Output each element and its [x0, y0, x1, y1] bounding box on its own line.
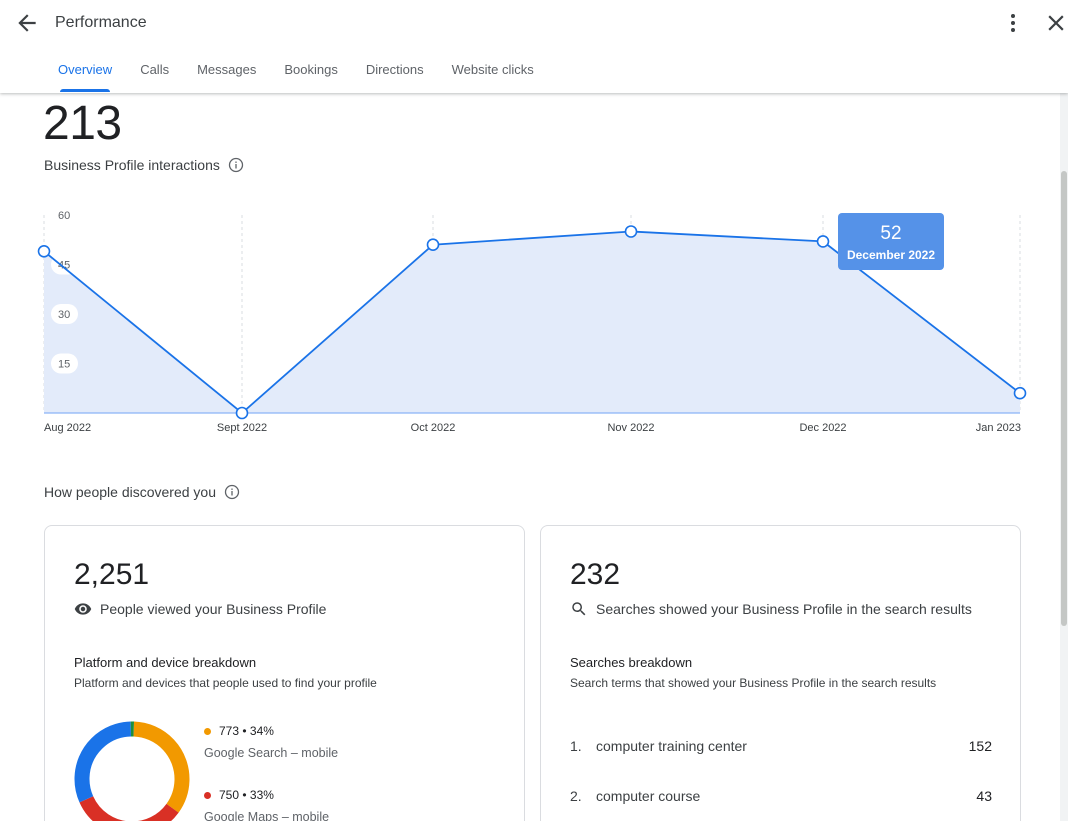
- data-point: [426, 238, 440, 251]
- x-tick-label: Sept 2022: [217, 422, 267, 434]
- x-tick-label: Nov 2022: [607, 422, 654, 434]
- legend-item-maps-mobile: 750 • 33% Google Maps – mobile: [204, 788, 329, 821]
- interactions-label-text: Business Profile interactions: [44, 157, 220, 173]
- searches-description-text: Searches showed your Business Profile in…: [596, 601, 972, 617]
- interactions-total: 213: [43, 97, 122, 150]
- x-tick-label: Dec 2022: [799, 422, 846, 434]
- profile-views-card: 2,251 People viewed your Business Profil…: [44, 525, 525, 821]
- platform-donut-chart: [74, 721, 190, 821]
- arrow-back-icon: [18, 14, 36, 32]
- donut-segment: [74, 721, 190, 821]
- data-point: [624, 225, 638, 238]
- data-point: [816, 235, 830, 248]
- search-term: computer training center: [596, 738, 747, 754]
- interactions-label: Business Profile interactions: [44, 157, 244, 173]
- interactions-chart: 60 45 30 15 Aug 2022 Sept 2022 Oct 2022 Nov 202…: [37, 210, 1027, 434]
- tab-overview[interactable]: Overview: [44, 52, 126, 93]
- chart-tooltip-value: 52: [880, 223, 901, 244]
- data-point: [1013, 386, 1027, 400]
- y-tick-pill: [51, 254, 78, 275]
- search-term-index: 2.: [570, 788, 582, 804]
- search-term-index: 1.: [570, 738, 582, 754]
- platform-breakdown-subtitle: Platform and devices that people used to…: [74, 676, 377, 690]
- donut-segment: [74, 721, 190, 821]
- y-tick-label: 30: [58, 309, 70, 321]
- searches-breakdown-title: Searches breakdown: [570, 655, 693, 670]
- search-term-row: 2. computer course 43: [570, 788, 992, 804]
- more-vert-icon: [1011, 14, 1015, 32]
- info-icon[interactable]: [228, 157, 244, 173]
- y-tick-pill: [51, 304, 78, 324]
- profile-views-value: 2,251: [74, 558, 150, 591]
- search-term-count: 152: [968, 738, 992, 754]
- searches-description: Searches showed your Business Profile in…: [570, 600, 972, 618]
- discovery-title-text: How people discovered you: [44, 484, 216, 500]
- y-tick-label: 45: [58, 260, 70, 272]
- tab-messages[interactable]: Messages: [197, 62, 257, 77]
- legend-stat: 773 • 34%: [219, 724, 274, 738]
- x-tick-label: Oct 2022: [411, 422, 456, 434]
- back-button[interactable]: [14, 10, 40, 36]
- search-icon: [572, 602, 586, 616]
- chart-tooltip: [838, 213, 944, 270]
- tab-bookings[interactable]: Bookings: [284, 62, 338, 77]
- scrollbar-thumb[interactable]: [1061, 171, 1067, 626]
- legend-label: Google Search – mobile: [204, 746, 339, 760]
- search-term-count: 43: [976, 788, 992, 804]
- y-tick-label: 60: [58, 210, 70, 222]
- platform-breakdown-title: Platform and device breakdown: [74, 655, 257, 670]
- legend-dot: [204, 727, 211, 735]
- page-title: Performance: [55, 14, 147, 31]
- tab-calls[interactable]: Calls: [140, 62, 170, 77]
- legend-dot: [204, 791, 211, 799]
- x-tick-label: Aug 2022: [44, 422, 91, 434]
- searches-card: 232 Searches showed your Business Profil…: [540, 525, 1021, 821]
- tab-bar: Overview Calls Messages Bookings Directi…: [44, 52, 548, 93]
- discovery-title: How people discovered you: [44, 484, 240, 500]
- legend-label: Google Maps – mobile: [204, 810, 330, 821]
- searches-breakdown-subtitle: Search terms that showed your Business P…: [570, 676, 937, 690]
- chart-area: [44, 231, 1020, 413]
- legend-stat: 750 • 33%: [219, 788, 274, 802]
- profile-views-description: People viewed your Business Profile: [74, 600, 326, 618]
- y-tick-label: 15: [58, 359, 70, 371]
- scrollbar[interactable]: [1060, 93, 1068, 821]
- info-icon[interactable]: [224, 484, 240, 500]
- searches-value: 232: [570, 558, 621, 591]
- y-tick-pill: [51, 353, 78, 374]
- header: Performance Overview Calls Messages Book…: [0, 0, 1068, 93]
- x-tick-label: Jan 2023: [976, 422, 1021, 434]
- data-point: [37, 245, 51, 258]
- data-point: [235, 406, 249, 420]
- more-options-button[interactable]: [1002, 10, 1024, 36]
- close-icon: [1048, 15, 1064, 31]
- eye-icon: [74, 603, 92, 615]
- legend-item-search-mobile: 773 • 34% Google Search – mobile: [204, 724, 338, 760]
- search-term-row: 1. computer training center 152: [570, 738, 992, 754]
- profile-views-description-text: People viewed your Business Profile: [100, 601, 327, 617]
- chart-tooltip-label: December 2022: [847, 248, 935, 262]
- tab-directions[interactable]: Directions: [365, 62, 424, 77]
- search-term: computer course: [596, 788, 701, 804]
- tab-website-clicks[interactable]: Website clicks: [451, 62, 534, 77]
- close-button[interactable]: [1043, 10, 1068, 36]
